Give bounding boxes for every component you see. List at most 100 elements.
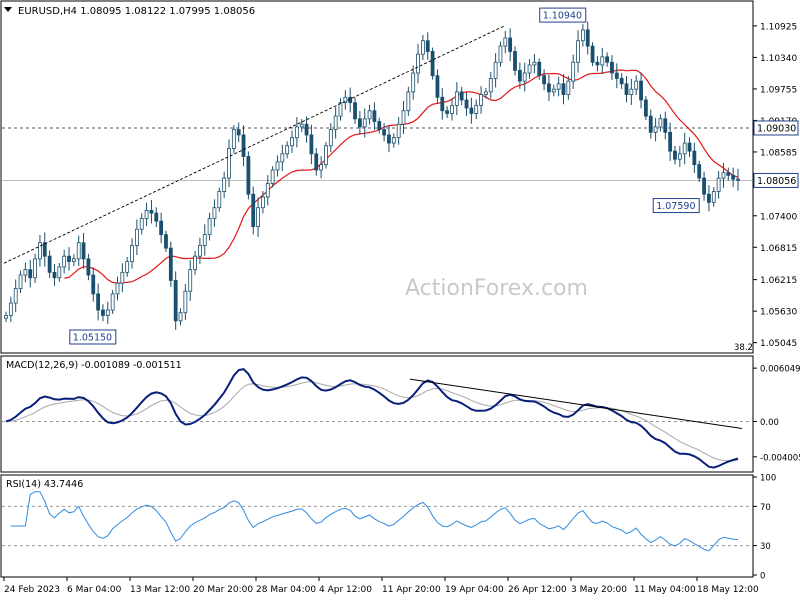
main-chart-title: EURUSD,H4 1.08095 1.08122 1.07995 1.0805… xyxy=(18,6,255,17)
candle-body xyxy=(110,293,115,311)
rsi-tick-label: 70 xyxy=(760,503,771,513)
candle-body xyxy=(614,72,619,79)
x-tick-label: 24 Feb 2023 xyxy=(4,585,60,595)
candle-body xyxy=(62,255,67,268)
candle-body xyxy=(120,271,125,284)
candle-body xyxy=(590,45,595,63)
candle-body xyxy=(202,234,207,246)
candle-body xyxy=(52,271,57,279)
candle-body xyxy=(382,129,387,136)
level-price-box xyxy=(753,120,799,136)
y-tick-label: 1.06215 xyxy=(760,276,797,286)
candle-body xyxy=(643,99,648,117)
candle-body xyxy=(38,242,42,260)
candle-body xyxy=(648,115,653,133)
candle-body xyxy=(445,110,450,114)
candle-body xyxy=(435,75,440,98)
macd-tick-label: 0.006049 xyxy=(760,365,800,375)
current-price-label: 1.08056 xyxy=(757,176,796,187)
macd-line xyxy=(5,368,739,469)
candle-body xyxy=(125,261,130,273)
candle-body xyxy=(595,61,600,66)
y-tick-label: 1.05045 xyxy=(760,339,797,349)
candle-body xyxy=(551,88,556,93)
candle-body xyxy=(508,37,513,52)
candle-body xyxy=(96,293,101,311)
candle-body xyxy=(425,40,430,52)
candle-body xyxy=(57,266,62,279)
candle-body xyxy=(4,315,8,319)
level-price-label: 1.09030 xyxy=(757,123,796,134)
candle-body xyxy=(319,164,323,171)
candle-body xyxy=(411,72,416,93)
candle-body xyxy=(406,91,411,112)
candle-body xyxy=(610,61,614,74)
candle-body xyxy=(222,177,227,192)
candle-body xyxy=(212,207,217,219)
candle-body xyxy=(532,61,537,66)
candle-body xyxy=(241,134,246,157)
candle-body xyxy=(309,134,314,155)
candle-body xyxy=(251,193,256,227)
candle-body xyxy=(338,102,343,117)
x-tick-label: 20 Mar 20:00 xyxy=(193,585,253,595)
candle-body xyxy=(624,83,629,95)
candle-body xyxy=(333,115,338,130)
rsi-tick-label: 30 xyxy=(760,542,771,552)
candle-body xyxy=(697,164,702,179)
candle-body xyxy=(474,104,479,114)
price-annotation-box xyxy=(69,329,117,345)
candle-body xyxy=(159,220,164,236)
candle-body xyxy=(726,172,731,176)
price-annotation-label: 1.07590 xyxy=(656,201,695,212)
candle-body xyxy=(183,290,188,314)
candle-body xyxy=(687,142,692,152)
candle-body xyxy=(178,312,183,322)
candle-body xyxy=(450,104,454,114)
candle-body xyxy=(736,178,740,181)
candle-body xyxy=(357,118,362,128)
price-annotation-box xyxy=(652,198,700,214)
candle-body xyxy=(198,245,202,257)
candle-body xyxy=(561,83,566,95)
candle-body xyxy=(619,78,624,85)
candle-body xyxy=(362,118,367,128)
candle-body xyxy=(585,29,590,47)
x-tick-label: 13 Mar 12:00 xyxy=(130,585,190,595)
candle-body xyxy=(246,156,251,195)
candle-body xyxy=(663,118,668,133)
candle-body xyxy=(105,309,110,316)
candle-body xyxy=(164,234,168,249)
rsi-panel-frame xyxy=(0,474,754,578)
trend-line xyxy=(3,25,506,264)
candle-body xyxy=(571,61,576,82)
macd-panel-frame xyxy=(0,355,754,473)
rsi-title: RSI(14) 43.7446 xyxy=(6,479,83,490)
candle-body xyxy=(576,40,580,63)
candle-body xyxy=(207,218,212,236)
x-tick-label: 19 Apr 04:00 xyxy=(445,585,504,595)
x-tick-label: 26 Apr 12:00 xyxy=(508,585,567,595)
macd-trendline xyxy=(409,378,743,430)
candle-body xyxy=(430,51,435,77)
candle-body xyxy=(275,161,280,171)
candle-body xyxy=(416,53,420,74)
candle-body xyxy=(299,123,304,128)
candle-body xyxy=(580,29,585,42)
candle-body xyxy=(479,94,483,106)
candle-body xyxy=(13,288,18,304)
candle-body xyxy=(304,123,309,136)
candle-body xyxy=(115,282,120,295)
candle-body xyxy=(76,242,81,260)
candle-body xyxy=(716,177,721,192)
x-tick-label: 11 May 04:00 xyxy=(634,585,696,595)
candle-body xyxy=(67,255,71,262)
candle-body xyxy=(600,56,605,66)
candle-body xyxy=(47,255,52,273)
candle-body xyxy=(256,207,260,227)
candle-body xyxy=(707,193,711,203)
candle-body xyxy=(556,83,561,90)
price-annotation-label: 1.05150 xyxy=(73,332,112,343)
y-tick-label: 1.06815 xyxy=(760,244,797,254)
